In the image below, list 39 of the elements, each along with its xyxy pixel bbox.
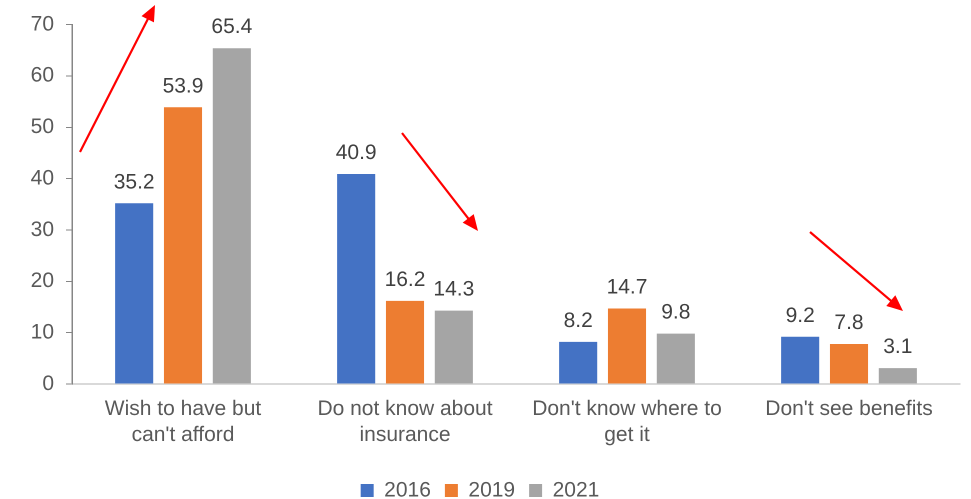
legend-label: 2021 (552, 478, 600, 499)
bar (656, 334, 695, 384)
data-label: 16.2 (384, 268, 426, 291)
bar (115, 203, 154, 384)
data-label: 9.8 (661, 300, 690, 324)
bar (386, 300, 424, 384)
data-label: 8.2 (564, 308, 593, 332)
bar (434, 310, 473, 384)
y-tick-label: 50 (30, 115, 54, 138)
data-label: 53.9 (162, 74, 204, 98)
y-tick-label: 70 (30, 12, 54, 36)
data-label: 7.8 (834, 310, 864, 334)
legend-label: 2019 (468, 478, 516, 499)
data-label: 9.2 (786, 304, 815, 327)
y-tick-label: 20 (30, 269, 54, 292)
data-label: 14.3 (433, 278, 474, 301)
x-tick-label: Do not know about insurance (317, 396, 493, 446)
y-tick-label: 40 (30, 166, 54, 190)
y-tick-label: 0 (42, 372, 54, 395)
bar (830, 344, 868, 384)
bar (608, 308, 646, 384)
legend-label: 2016 (384, 478, 431, 499)
bar (781, 336, 820, 384)
x-tick-label: Wish to have but can't afford (104, 396, 262, 446)
data-label: 40.9 (336, 141, 377, 164)
y-tick-label: 10 (30, 320, 54, 344)
bar (878, 368, 917, 384)
bar (164, 107, 202, 384)
data-label: 3.1 (883, 335, 912, 358)
bar (559, 342, 598, 384)
bar (337, 174, 376, 384)
y-tick-label: 30 (30, 218, 54, 241)
data-label: 35.2 (114, 170, 155, 194)
x-tick-label: Don't know where to get it (532, 396, 722, 446)
y-tick-label: 60 (30, 64, 54, 87)
bar (212, 48, 251, 384)
data-label: 65.4 (211, 15, 253, 38)
x-tick-label: Don't see benefits (765, 396, 933, 420)
data-label: 14.7 (606, 276, 648, 299)
